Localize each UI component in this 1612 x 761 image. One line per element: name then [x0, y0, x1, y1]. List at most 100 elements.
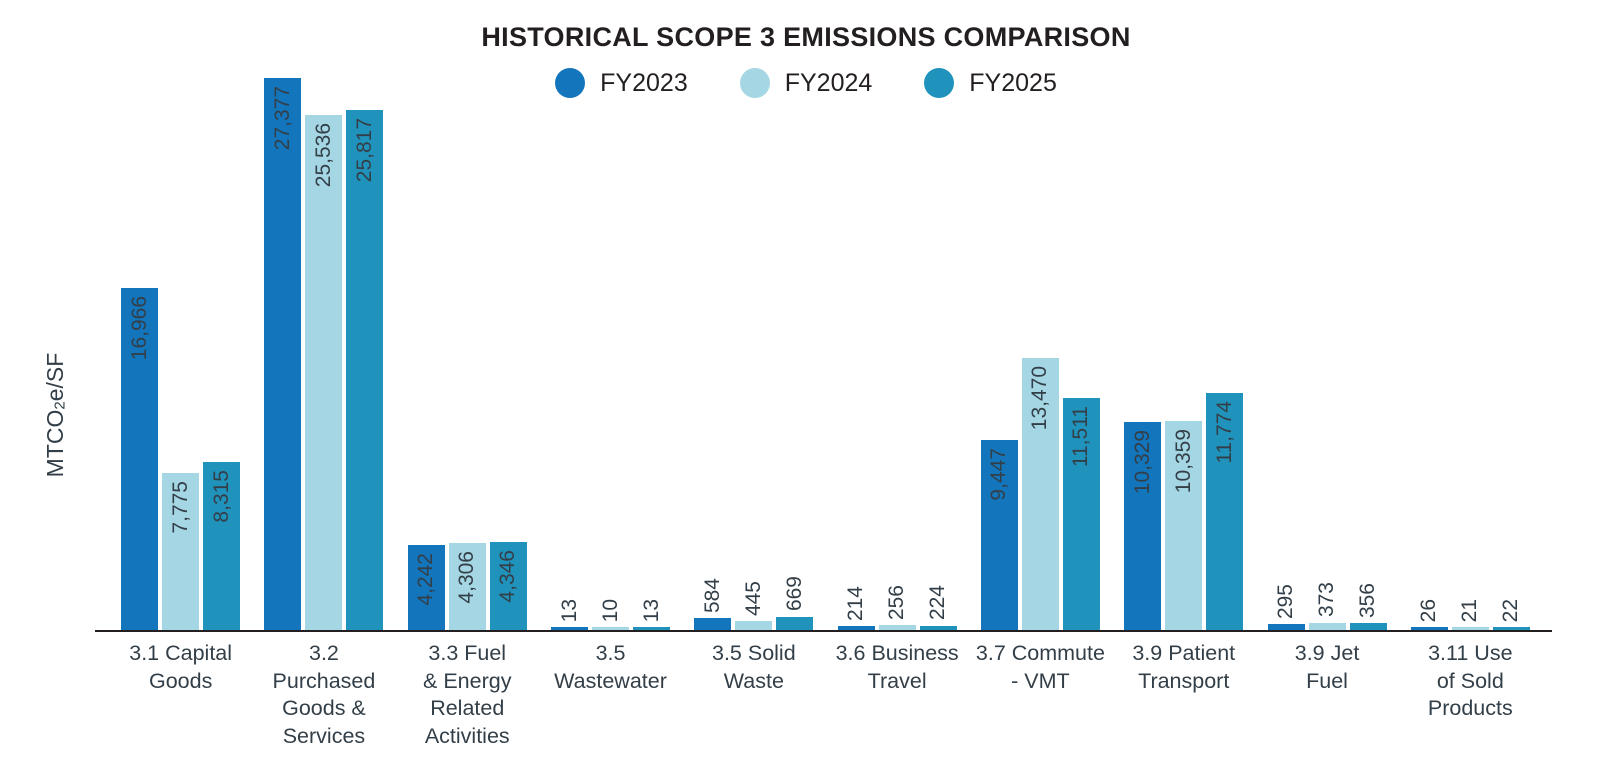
- x-axis-label-line: 3.3 Fuel: [428, 641, 507, 665]
- bar-fy2024: 25,536: [305, 115, 343, 630]
- bar-value-label: 11,774: [1212, 400, 1236, 464]
- bar-fy2025: 22: [1492, 599, 1530, 630]
- x-axis-label-line: Related: [430, 696, 505, 720]
- bar-fy2024: 373: [1308, 582, 1346, 630]
- bar-value-label: 21: [1458, 598, 1482, 622]
- bar-fy2023: 214: [837, 586, 875, 630]
- bar-value-label: 25,817: [352, 117, 376, 182]
- bar-fy2025: 8,315: [203, 462, 241, 630]
- x-axis-label-line: Products: [1427, 696, 1513, 720]
- chart-title: HISTORICAL SCOPE 3 EMISSIONS COMPARISON: [481, 22, 1131, 52]
- legend-label: FY2025: [969, 68, 1057, 97]
- bar-fy2023: 9,447: [980, 439, 1018, 630]
- bar-value-label: 16,966: [127, 295, 151, 361]
- bar-fy2025: 11,511: [1062, 397, 1100, 630]
- legend-dot-fy2023: [555, 68, 586, 98]
- bar-group: 27,377 25,536 25,817: [252, 78, 395, 630]
- x-axis-labels: 3.1 Capital Goods 3.2 Purchased Goods & Servi…: [109, 640, 1542, 750]
- x-axis-label-line: Transport: [1138, 668, 1230, 693]
- bar-value-label: 224: [926, 585, 950, 621]
- x-axis-label-line: 3.9 Jet: [1294, 641, 1360, 665]
- legend-item-fy2023: FY2023: [555, 68, 688, 98]
- bar-group: 10,329 10,359 11,774: [1112, 78, 1255, 630]
- x-axis-label: 3.7 Commute - VMT: [969, 640, 1112, 750]
- x-axis-label-line: 3.5 Solid: [712, 641, 796, 665]
- x-axis-label: 3.5 Wastewater: [539, 640, 682, 750]
- bar-value-label: 214: [844, 585, 868, 621]
- bar-fy2024: 10,359: [1165, 421, 1203, 630]
- plot-groups: 16,966 7,775 8,315 27,377 25,536 25,817 4,242 4…: [109, 78, 1542, 630]
- x-axis-label-line: 3.5: [595, 641, 626, 665]
- bar-value-label: 4,346: [496, 550, 520, 603]
- x-axis-label-line: 3.2: [309, 641, 339, 665]
- bar-fy2023: 13: [551, 599, 589, 630]
- bar-value-label: 584: [700, 578, 724, 614]
- bar-value-label: 22: [1499, 598, 1523, 622]
- bar-fy2024: 445: [735, 581, 773, 630]
- bar-fy2023: 4,242: [407, 544, 445, 630]
- x-axis-label: 3.5 Solid Waste: [682, 640, 825, 750]
- bar-fy2024: 4,306: [448, 543, 486, 630]
- x-axis-label: 3.11 Use of Sold Products: [1399, 640, 1542, 750]
- bar-fy2023: 26: [1410, 599, 1448, 630]
- bar-value-label: 27,377: [270, 86, 294, 151]
- legend-label: FY2024: [784, 68, 873, 97]
- x-axis-label-line: Waste: [723, 668, 784, 693]
- x-axis-label-line: Activities: [424, 723, 510, 748]
- bar-group: 295 373 356: [1255, 78, 1398, 630]
- bar-value-label: 13: [639, 598, 663, 622]
- bar-fy2024: 13,470: [1021, 358, 1059, 630]
- bar-value-label: 25,536: [311, 123, 335, 188]
- bar-group: 584 445 669: [682, 78, 825, 630]
- bar-value-label: 8,315: [209, 470, 233, 523]
- x-axis-label-line: Wastewater: [554, 668, 667, 693]
- bar-fy2023: 16,966: [121, 287, 159, 630]
- bar-fy2025: 25,817: [346, 109, 384, 630]
- x-axis-label-line: 3.11 Use: [1428, 641, 1513, 665]
- bar-fy2023: 295: [1267, 584, 1305, 630]
- bar-fy2025: 224: [919, 585, 957, 630]
- x-axis-label: 3.9 Jet Fuel: [1255, 640, 1398, 750]
- x-axis-label-line: Goods: [148, 668, 213, 693]
- bar-value-label: 4,306: [455, 551, 479, 604]
- bar-fy2025: 4,346: [489, 542, 527, 630]
- bar-fy2025: 13: [633, 599, 671, 630]
- legend: FY2023 FY2024 FY2025: [0, 68, 1612, 98]
- x-axis-label-line: Travel: [867, 668, 927, 693]
- bar-group: 4,242 4,306 4,346: [396, 78, 539, 630]
- bar-value-label: 11,511: [1069, 405, 1093, 468]
- x-axis-label-line: 3.7 Commute: [975, 641, 1105, 665]
- bar-fy2024: 21: [1451, 599, 1489, 630]
- legend-label: FY2023: [600, 68, 688, 97]
- x-axis-label-line: & Energy: [423, 668, 512, 693]
- x-axis-label-line: Purchased: [272, 668, 376, 693]
- bar-fy2025: 11,774: [1206, 392, 1244, 630]
- bar-value-label: 9,447: [987, 447, 1011, 501]
- x-axis-label: 3.1 Capital Goods: [109, 640, 252, 750]
- bar-value-label: 669: [782, 576, 806, 612]
- bar-value-label: 445: [741, 580, 765, 616]
- bar-group: 16,966 7,775 8,315: [109, 78, 252, 630]
- bar-value-label: 26: [1417, 598, 1441, 622]
- legend-dot-fy2024: [739, 68, 770, 98]
- bar-value-label: 10: [598, 598, 622, 622]
- bar-value-label: 4,242: [414, 552, 438, 606]
- bar-fy2025: 356: [1349, 583, 1387, 630]
- bar-value-label: 10,359: [1171, 429, 1195, 494]
- bar-group: 9,447 13,470 11,511: [969, 78, 1112, 630]
- legend-dot-fy2025: [924, 68, 955, 98]
- x-axis-line: [95, 630, 1552, 632]
- bar-group: 214 256 224: [825, 78, 968, 630]
- bar-fy2024: 10: [592, 599, 630, 630]
- x-axis-label-line: - VMT: [1011, 668, 1070, 693]
- legend-item-fy2025: FY2025: [924, 68, 1057, 98]
- legend-item-fy2024: FY2024: [739, 68, 873, 98]
- y-axis-label: MTCO2e/SF: [42, 352, 69, 478]
- bar-fy2023: 27,377: [264, 78, 302, 630]
- bar-value-label: 10,329: [1130, 429, 1154, 494]
- x-axis-label: 3.9 Patient Transport: [1112, 640, 1255, 750]
- bar-fy2024: 7,775: [162, 473, 200, 630]
- x-axis-label-line: Fuel: [1306, 668, 1348, 693]
- x-axis-label-line: of Sold: [1436, 668, 1504, 693]
